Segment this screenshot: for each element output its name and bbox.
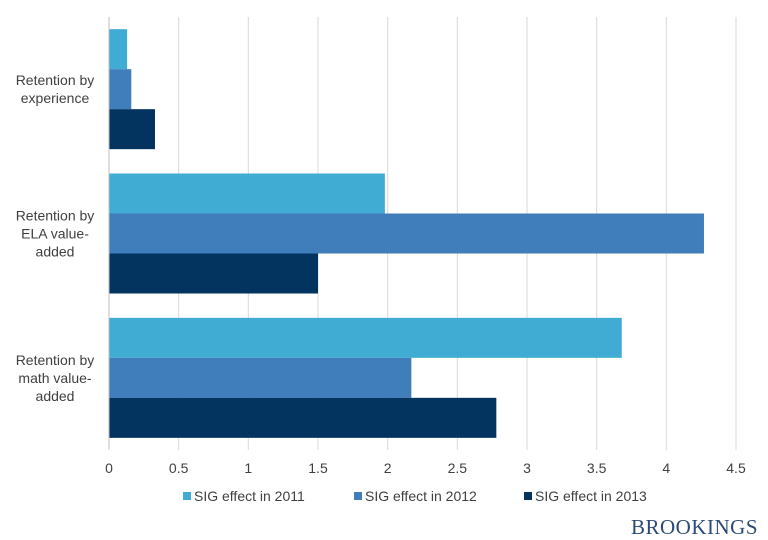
bar: [109, 317, 622, 358]
bar: [109, 213, 704, 254]
category-label-line: ELA value-: [21, 226, 89, 242]
legend-label: SIG effect in 2012: [365, 488, 477, 504]
category-label-line: added: [36, 244, 75, 260]
legend-label: SIG effect in 2013: [535, 488, 647, 504]
x-tick-label: 2: [384, 460, 392, 476]
x-tick-label: 1.5: [308, 460, 328, 476]
legend-label: SIG effect in 2011: [194, 488, 305, 504]
legend-swatch: [354, 492, 362, 500]
x-tick-label: 0: [105, 460, 113, 476]
legend: SIG effect in 2011 SIG effect in 2012 SIG …: [183, 488, 647, 504]
bar: [109, 109, 155, 150]
category-label-line: added: [36, 388, 75, 404]
x-tick-label: 3.5: [587, 460, 607, 476]
bar: [109, 173, 385, 214]
category-label: Retention by ELA value-added: [16, 208, 95, 260]
legend-swatch: [524, 492, 532, 500]
bar: [109, 253, 318, 294]
category-label-line: Retention by: [16, 208, 95, 224]
brookings-logo: BROOKINGS: [631, 515, 758, 539]
category-label-line: Retention by: [16, 72, 95, 88]
x-tick-label: 0.5: [169, 460, 189, 476]
bar: [109, 29, 128, 70]
x-tick-label: 2.5: [448, 460, 468, 476]
bars: [109, 29, 704, 438]
category-label-line: experience: [21, 90, 90, 106]
legend-swatch: [183, 492, 191, 500]
x-tick-label: 4.5: [726, 460, 746, 476]
category-labels: Retention by experience Retention by ELA va…: [16, 72, 95, 404]
x-tick-label: 4: [662, 460, 670, 476]
bar: [109, 69, 132, 110]
bar: [109, 357, 412, 398]
category-label: Retention by math value-added: [16, 352, 95, 404]
x-tick-label: 3: [523, 460, 531, 476]
bar: [109, 397, 497, 438]
x-tick-labels: 0 0.5 1 1.5 2 2.5 3 3.5 4 4.5: [105, 460, 746, 476]
x-tick-label: 1: [244, 460, 252, 476]
category-label-line: Retention by: [16, 352, 95, 368]
category-label: Retention by experience: [16, 72, 95, 106]
category-label-line: math value-: [18, 370, 91, 386]
